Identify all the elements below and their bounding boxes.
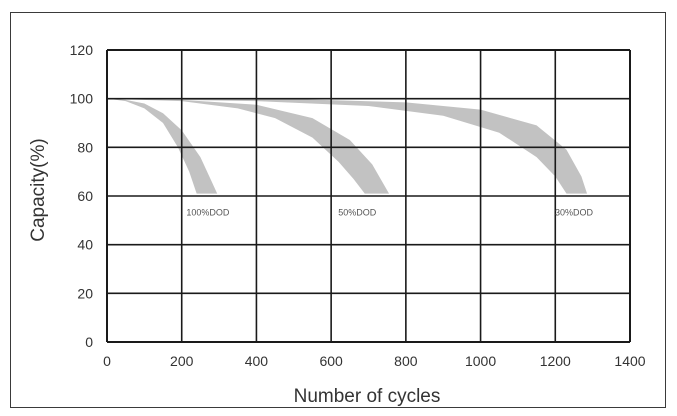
x-tick-labels: 0 200 400 600 800 1000 1200 1400 (103, 353, 646, 369)
band-label: 30%DOD (555, 207, 594, 217)
band-30pct-dod (107, 98, 588, 194)
y-tick-label: 100 (70, 91, 94, 107)
band-50pct-dod (107, 98, 390, 194)
y-tick-labels: 0 20 40 60 80 100 120 (70, 42, 94, 350)
x-axis-title: Number of cycles (294, 386, 441, 407)
x-tick-label: 1200 (540, 353, 571, 369)
y-tick-label: 40 (77, 237, 93, 253)
band-labels: 100%DOD 50%DOD 30%DOD (186, 207, 593, 217)
chart-grid (106, 49, 631, 343)
x-tick-label: 600 (319, 353, 343, 369)
y-tick-label: 60 (77, 188, 93, 204)
y-tick-label: 0 (85, 334, 93, 350)
band-label: 100%DOD (186, 207, 230, 217)
x-tick-label: 800 (394, 353, 418, 369)
x-tick-label: 200 (170, 353, 194, 369)
x-tick-label: 0 (103, 353, 111, 369)
x-tick-label: 1400 (614, 353, 645, 369)
y-axis-title: Capacity(%) (28, 138, 49, 241)
dod-bands (107, 98, 588, 194)
x-tick-label: 1000 (465, 353, 496, 369)
y-tick-label: 20 (77, 285, 93, 301)
band-100pct-dod (107, 98, 218, 194)
y-tick-label: 80 (77, 139, 93, 155)
y-tick-label: 120 (70, 42, 94, 58)
x-tick-label: 400 (245, 353, 269, 369)
band-label: 50%DOD (338, 207, 377, 217)
